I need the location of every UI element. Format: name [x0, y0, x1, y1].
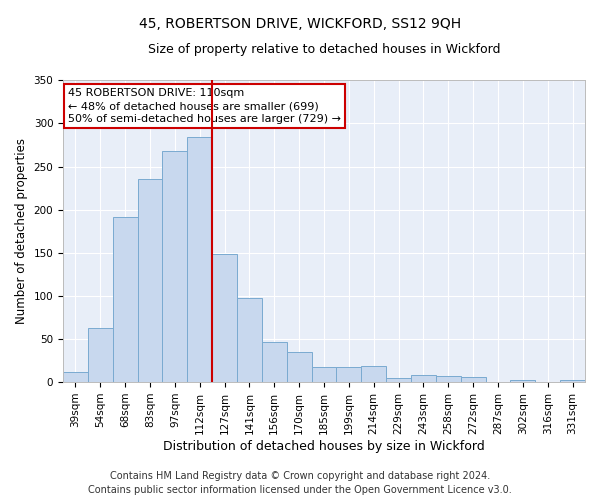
Bar: [287, 352, 311, 382]
X-axis label: Distribution of detached houses by size in Wickford: Distribution of detached houses by size …: [163, 440, 485, 452]
Bar: [163, 151, 187, 382]
Text: 45, ROBERTSON DRIVE, WICKFORD, SS12 9QH: 45, ROBERTSON DRIVE, WICKFORD, SS12 9QH: [139, 18, 461, 32]
Bar: [113, 218, 137, 382]
Bar: [511, 380, 535, 382]
Y-axis label: Number of detached properties: Number of detached properties: [15, 138, 28, 324]
Bar: [311, 368, 337, 382]
Text: 45 ROBERTSON DRIVE: 110sqm
← 48% of detached houses are smaller (699)
50% of sem: 45 ROBERTSON DRIVE: 110sqm ← 48% of deta…: [68, 88, 341, 124]
Bar: [337, 366, 361, 382]
Bar: [262, 342, 287, 382]
Bar: [411, 375, 436, 382]
Bar: [187, 137, 212, 382]
Bar: [237, 298, 262, 382]
Bar: [436, 376, 461, 382]
Bar: [88, 328, 113, 382]
Bar: [63, 372, 88, 382]
Bar: [461, 377, 485, 382]
Bar: [212, 254, 237, 382]
Bar: [386, 378, 411, 382]
Bar: [361, 366, 386, 382]
Bar: [137, 178, 163, 382]
Title: Size of property relative to detached houses in Wickford: Size of property relative to detached ho…: [148, 42, 500, 56]
Text: Contains HM Land Registry data © Crown copyright and database right 2024.
Contai: Contains HM Land Registry data © Crown c…: [88, 471, 512, 495]
Bar: [560, 380, 585, 382]
